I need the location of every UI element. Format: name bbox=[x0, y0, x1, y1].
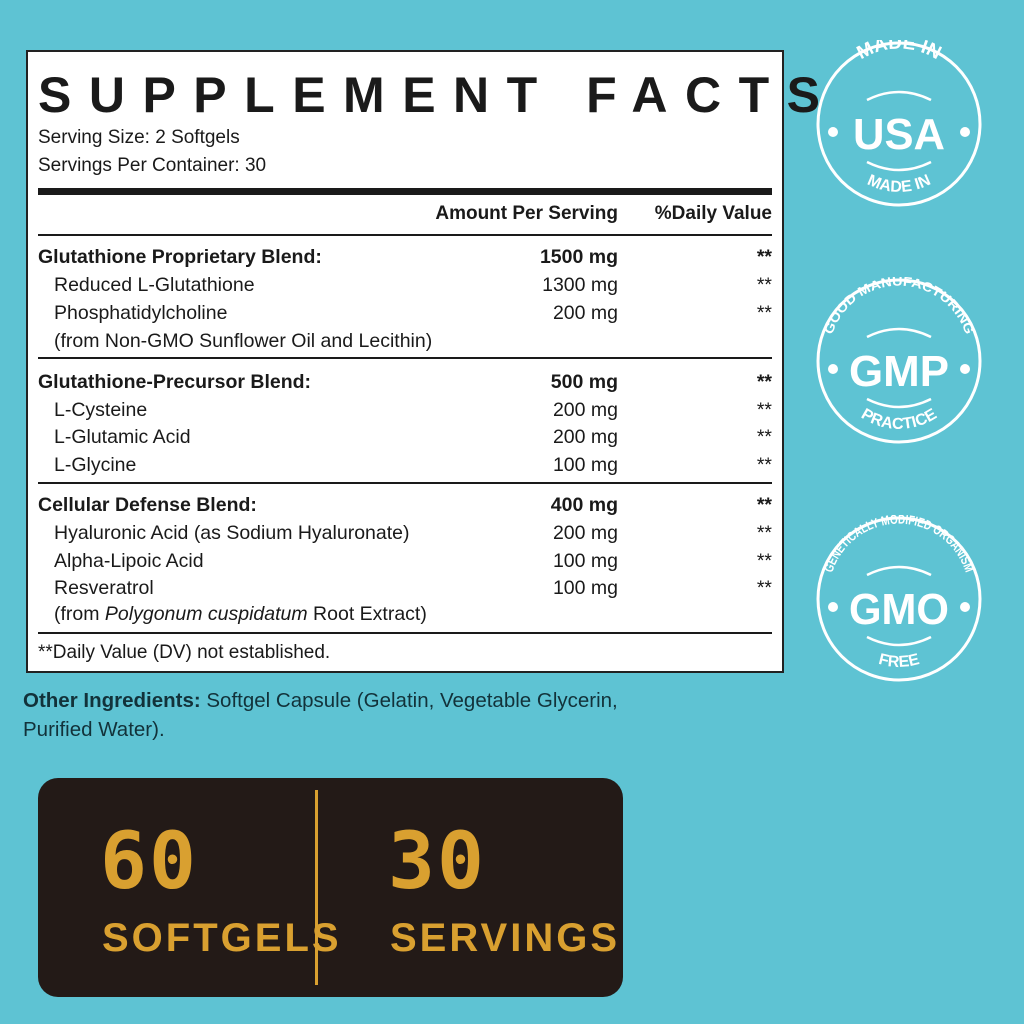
divider-thick bbox=[38, 188, 772, 195]
badge-top-text: GOOD MANUFACTURING bbox=[821, 277, 978, 336]
ingredient-dv: ** bbox=[756, 426, 772, 448]
ingredient-name: Phosphatidylcholine bbox=[54, 302, 228, 324]
ingredient-amount: 500 mg bbox=[550, 371, 618, 393]
ingredient-row: Phosphatidylcholine 200 mg ** bbox=[38, 300, 772, 326]
ingredient-row: Hyaluronic Acid (as Sodium Hyaluronate) 2… bbox=[38, 520, 772, 546]
ingredient-name: (from Non-GMO Sunflower Oil and Lecithin… bbox=[54, 330, 433, 352]
serving-size: Serving Size: 2 Softgels bbox=[38, 127, 240, 148]
header-amount: Amount Per Serving bbox=[435, 203, 618, 224]
ingredient-dv: ** bbox=[756, 246, 772, 268]
ingredient-name: L-Cysteine bbox=[54, 399, 148, 421]
badge-bottom-text: PRACTICE bbox=[858, 406, 940, 433]
made-in-usa-badge: MADE IN USA MADE IN bbox=[815, 32, 983, 208]
ingredient-row: L-Glutamic Acid 200 mg ** bbox=[38, 424, 772, 450]
ingredient-row: Glutathione-Precursor Blend: 500 mg ** bbox=[38, 369, 772, 395]
badge-top-text: MADE IN bbox=[854, 40, 945, 64]
ingredient-amount: 200 mg bbox=[552, 426, 618, 448]
banner-divider bbox=[315, 790, 318, 985]
ingredient-name: Cellular Defense Blend: bbox=[38, 494, 257, 516]
panel-title: SUPPLEMENT FACTS bbox=[38, 67, 838, 123]
gmp-badge: GOOD MANUFACTURING GMP PRACTICE bbox=[815, 274, 983, 445]
ingredient-dv: ** bbox=[756, 274, 772, 296]
ingredient-row: Reduced L-Glutathione 1300 mg ** bbox=[38, 272, 772, 298]
ingredient-dv: ** bbox=[756, 550, 772, 572]
ingredient-name: Alpha-Lipoic Acid bbox=[54, 550, 204, 572]
servings-per-container: Servings Per Container: 30 bbox=[38, 155, 267, 176]
ingredient-row: Cellular Defense Blend: 400 mg ** bbox=[38, 492, 772, 518]
ingredient-name: L-Glutamic Acid bbox=[54, 426, 191, 448]
serving-count: 30 bbox=[388, 817, 486, 907]
ingredient-name: Resveratrol bbox=[54, 577, 154, 599]
ingredient-amount: 100 mg bbox=[552, 550, 618, 572]
ingredient-row: L-Cysteine 200 mg ** bbox=[38, 397, 772, 423]
ingredient-dv: ** bbox=[756, 302, 772, 324]
divider bbox=[38, 234, 772, 236]
divider bbox=[38, 357, 772, 359]
ingredient-amount: 1500 mg bbox=[539, 246, 618, 268]
ingredient-amount: 400 mg bbox=[550, 494, 618, 516]
ingredient-name: Glutathione-Precursor Blend: bbox=[38, 371, 312, 393]
ingredient-amount: 100 mg bbox=[552, 577, 618, 599]
ingredient-name: Reduced L-Glutathione bbox=[54, 274, 255, 296]
badge-center-text: GMO bbox=[849, 585, 949, 634]
divider bbox=[38, 482, 772, 484]
ingredient-dv: ** bbox=[756, 522, 772, 544]
count-banner: 60 SOFTGELS 30 SERVINGS bbox=[38, 778, 623, 997]
ingredient-row: Alpha-Lipoic Acid 100 mg ** bbox=[38, 548, 772, 574]
softgel-count: 60 bbox=[100, 817, 198, 907]
other-ingredients: Other Ingredients: Softgel Capsule (Gela… bbox=[23, 689, 618, 741]
badge-center-text: GMP bbox=[849, 347, 949, 396]
ingredient-name: L-Glycine bbox=[54, 454, 137, 476]
footnote: **Daily Value (DV) not established. bbox=[38, 642, 331, 663]
badge-bottom-text: MADE IN bbox=[865, 172, 933, 196]
badge-bottom-text: FREE bbox=[877, 651, 921, 671]
ingredient-dv: ** bbox=[756, 494, 772, 516]
ingredient-row: Resveratrol 100 mg ** bbox=[38, 575, 772, 601]
ingredient-dv: ** bbox=[756, 371, 772, 393]
supplement-facts-panel: SUPPLEMENT FACTS Serving Size: 2 Softgel… bbox=[26, 50, 820, 673]
header-dv: %Daily Value bbox=[654, 203, 772, 224]
serving-label: SERVINGS bbox=[390, 916, 620, 960]
ingredient-dv: ** bbox=[756, 399, 772, 421]
ingredient-dv: ** bbox=[756, 454, 772, 476]
ingredient-row: L-Glycine 100 mg ** bbox=[38, 452, 772, 478]
ingredient-row: Glutathione Proprietary Blend: 1500 mg ** bbox=[38, 244, 772, 270]
divider bbox=[38, 632, 772, 634]
ingredient-name: Hyaluronic Acid (as Sodium Hyaluronate) bbox=[54, 522, 410, 544]
ingredient-name: Glutathione Proprietary Blend: bbox=[38, 246, 322, 268]
ingredient-amount: 1300 mg bbox=[542, 274, 618, 296]
badge-center-text: USA bbox=[853, 110, 945, 159]
gmo-free-badge: GENETICALLY MODIFIED ORGANISM GMO FREE bbox=[815, 512, 983, 683]
softgel-label: SOFTGELS bbox=[102, 916, 342, 960]
badge-top-text: GENETICALLY MODIFIED ORGANISM bbox=[821, 515, 978, 574]
ingredient-amount: 200 mg bbox=[552, 522, 618, 544]
ingredient-amount: 100 mg bbox=[552, 454, 618, 476]
resveratrol-source: (from Polygonum cuspidatum Root Extract) bbox=[54, 603, 427, 625]
ingredient-amount: 200 mg bbox=[552, 302, 618, 324]
ingredient-amount: 200 mg bbox=[552, 399, 618, 421]
ingredient-row: (from Non-GMO Sunflower Oil and Lecithin… bbox=[38, 328, 772, 354]
ingredient-dv: ** bbox=[756, 577, 772, 599]
